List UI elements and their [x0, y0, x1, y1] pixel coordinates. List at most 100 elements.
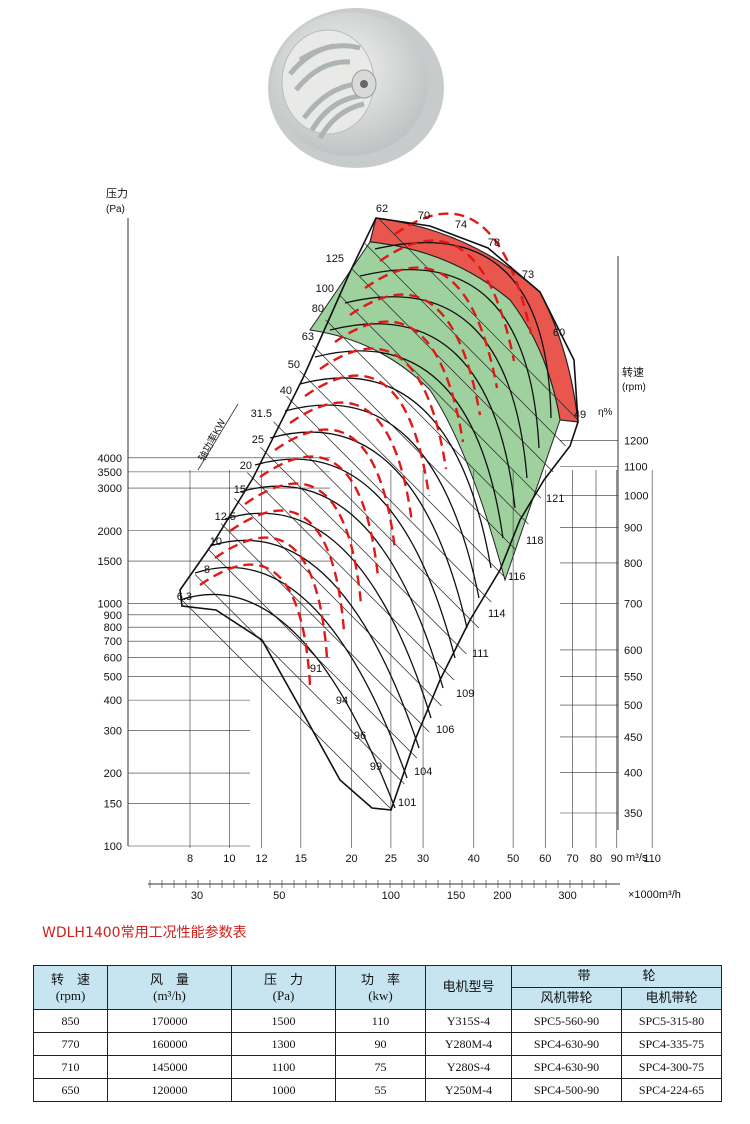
speed-tick-label: 800	[624, 558, 642, 570]
speed-tick-label: 1000	[624, 490, 648, 502]
pressure-curve	[239, 485, 444, 689]
table-cell: 160000	[107, 1032, 232, 1056]
efficiency-curve	[319, 347, 448, 470]
y-tick-label: 4000	[98, 453, 122, 465]
x-tick-label: 90	[611, 853, 623, 865]
table-cell: Y280S-4	[425, 1055, 512, 1079]
table-row: 850 170000 1500 110 Y315S-4 SPC5-560-90 SPC5-3…	[33, 1009, 723, 1033]
table-cell: SPC4-224-65	[620, 1078, 723, 1102]
table-cell: 120000	[107, 1078, 232, 1102]
y-tick-label: 800	[104, 622, 122, 634]
table-cell: Y315S-4	[425, 1009, 512, 1033]
speed-tick-label: 1200	[624, 435, 648, 447]
efficiency-curve	[229, 509, 346, 632]
x-tick-label: 20	[345, 853, 357, 865]
efficiency-label: 73	[522, 269, 534, 281]
table-cell: 170000	[107, 1009, 232, 1033]
speed-tick-label: 400	[624, 768, 642, 780]
table-cell: SPC4-335-75	[620, 1032, 723, 1056]
efficiency-curve	[274, 428, 397, 551]
efficiency-curve	[364, 266, 499, 389]
speed-ray	[364, 243, 566, 447]
speed-tick-label: 700	[624, 598, 642, 610]
y-tick-label: 500	[104, 672, 122, 684]
speed-ray	[377, 217, 579, 421]
y-tick-label: 100	[104, 841, 122, 853]
speed-ray	[220, 523, 430, 733]
x2-tick-label: 300	[558, 890, 576, 902]
table-row: 710 145000 1100 75 Y280S-4 SPC4-630-90 SPC4-30…	[33, 1055, 723, 1079]
power-label: 10	[210, 536, 222, 548]
speed-tick-label: 350	[624, 808, 642, 820]
power-label: 25	[252, 434, 264, 446]
y-tick-label: 700	[104, 636, 122, 648]
power-label: 40	[280, 385, 292, 397]
x-tick-label: 10	[223, 853, 235, 865]
efficiency-zone-green	[309, 241, 561, 582]
speed-ray	[351, 268, 554, 473]
curve-label: 96	[354, 730, 366, 742]
power-axis-label: 轴功率KW	[195, 416, 228, 463]
x-tick-label: 30	[417, 853, 429, 865]
speed-curve-label: 106	[436, 724, 454, 736]
power-label: 8	[204, 564, 210, 576]
speed-ray	[247, 472, 455, 681]
efficiency-curve	[334, 320, 465, 443]
chart-envelope	[179, 217, 579, 811]
power-label: 15	[234, 484, 246, 496]
speed-tick-label: 450	[624, 732, 642, 744]
table-cell: 850	[33, 1009, 108, 1033]
efficiency-label: 74	[455, 219, 467, 231]
speed-tick-label: 550	[624, 671, 642, 683]
efficiency-label: 49	[574, 409, 586, 421]
x-tick-label: 15	[295, 853, 307, 865]
efficiency-label: 60	[553, 327, 565, 339]
speed-tick-label: 500	[624, 700, 642, 712]
x2-tick-label: 200	[493, 890, 511, 902]
y-tick-label: 150	[104, 798, 122, 810]
speed-ray	[181, 599, 393, 811]
speed-curve-label: 114	[488, 608, 506, 620]
table-cell: SPC5-315-80	[620, 1009, 723, 1033]
x-tick-label: 110	[643, 853, 661, 865]
power-label: 80	[312, 303, 324, 315]
efficiency-curve	[199, 563, 312, 686]
header-motor: 电机型号	[425, 965, 512, 1010]
fan-impeller-image	[268, 8, 444, 168]
fan-performance-chart: 1001502003004005006007008009001000150020…	[98, 187, 681, 902]
speed-axis-label: 转速	[622, 365, 644, 379]
x-tick-label: 8	[187, 853, 193, 865]
y-tick-label: 1000	[98, 599, 122, 611]
table-cell: SPC4-630-90	[511, 1055, 622, 1079]
y-tick-label: 1500	[98, 556, 122, 568]
efficiency-curve	[349, 293, 482, 416]
y-tick-label: 600	[104, 652, 122, 664]
table-title: WDLH1400常用工况性能参数表	[42, 925, 247, 941]
y-tick-label: 3000	[98, 483, 122, 495]
header-pulley: 带 轮	[510, 965, 723, 988]
header-speed: 转 速 (rpm)	[33, 965, 108, 1010]
table-cell: 650	[33, 1078, 108, 1102]
curve-label: 94	[336, 695, 348, 707]
speed-curve-label: 118	[526, 535, 544, 547]
power-label: 12.5	[215, 511, 236, 523]
efficiency-curve	[244, 482, 363, 605]
speed-ray	[194, 574, 405, 785]
x-tick-label: 12	[255, 853, 267, 865]
table-cell: 1500	[231, 1009, 336, 1033]
table-row: 770 160000 1300 90 Y280M-4 SPC4-630-90 SPC4-33…	[33, 1032, 723, 1056]
curve-label: 99	[370, 761, 382, 773]
table-cell: 1000	[231, 1078, 336, 1102]
pressure-curve	[209, 539, 420, 749]
table-cell: 710	[33, 1055, 108, 1079]
y-tick-label: 3500	[98, 467, 122, 479]
x-axis-label: m³/s	[626, 852, 648, 864]
speed-curve-label: 101	[398, 797, 416, 809]
speed-curve-label: 109	[456, 688, 474, 700]
header-flow: 风 量 (m³/h)	[107, 965, 232, 1010]
table-cell: 75	[335, 1055, 426, 1079]
speed-curve-label: 116	[508, 571, 526, 583]
speed-ray	[325, 319, 529, 525]
speed-tick-label: 600	[624, 645, 642, 657]
header-power: 功 率 (kw)	[335, 965, 426, 1010]
